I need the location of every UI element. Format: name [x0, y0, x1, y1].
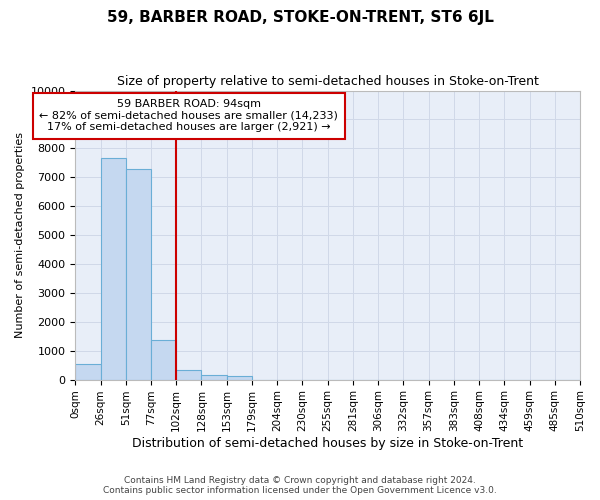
Bar	[126, 168, 151, 380]
Text: 59 BARBER ROAD: 94sqm
← 82% of semi-detached houses are smaller (14,233)
17% of : 59 BARBER ROAD: 94sqm ← 82% of semi-deta…	[40, 99, 338, 132]
Title: Size of property relative to semi-detached houses in Stoke-on-Trent: Size of property relative to semi-detach…	[117, 75, 539, 88]
Bar	[202, 375, 227, 380]
Bar	[75, 364, 101, 380]
Bar	[227, 376, 252, 380]
Bar	[151, 340, 176, 380]
Bar	[101, 158, 126, 380]
Y-axis label: Number of semi-detached properties: Number of semi-detached properties	[15, 132, 25, 338]
X-axis label: Distribution of semi-detached houses by size in Stoke-on-Trent: Distribution of semi-detached houses by …	[132, 437, 523, 450]
Bar	[176, 370, 202, 380]
Text: 59, BARBER ROAD, STOKE-ON-TRENT, ST6 6JL: 59, BARBER ROAD, STOKE-ON-TRENT, ST6 6JL	[107, 10, 493, 25]
Text: Contains HM Land Registry data © Crown copyright and database right 2024.
Contai: Contains HM Land Registry data © Crown c…	[103, 476, 497, 495]
